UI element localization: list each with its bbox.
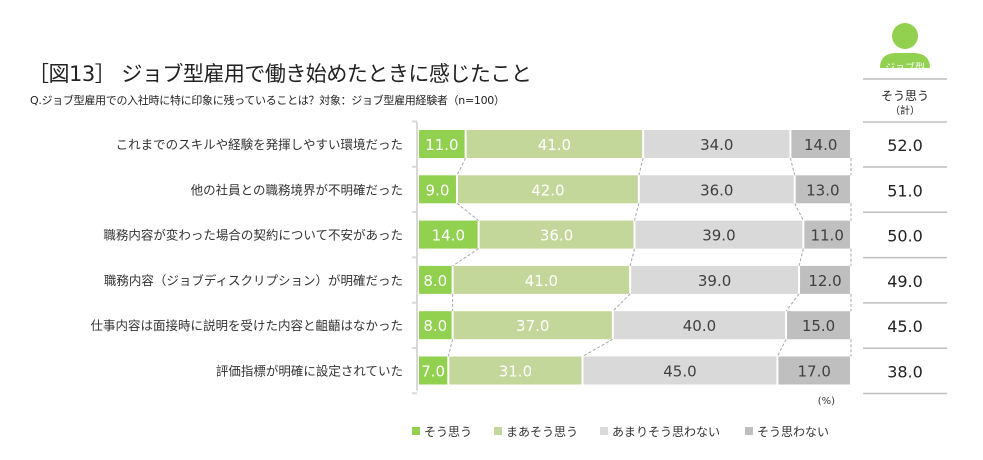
bar-segment — [453, 311, 612, 340]
data-label: 8.0 — [423, 317, 447, 335]
bar-segment — [419, 130, 465, 158]
series-connector-line — [629, 248, 635, 267]
category-label: 他の社員との職務境界が不明確だった — [191, 182, 403, 197]
person-badge-icon — [880, 23, 930, 68]
data-label: 14.0 — [804, 136, 837, 154]
category-label: 職務内容（ジョブディスクリプション）が明確だった — [104, 273, 403, 288]
bar-segment — [791, 130, 850, 158]
series-connector-line — [456, 157, 467, 176]
data-label: 31.0 — [499, 363, 532, 381]
data-label: 34.0 — [700, 136, 733, 154]
bar-segment — [466, 130, 643, 158]
unit-label: (%) — [818, 396, 835, 407]
total-header: そう思う — [881, 89, 929, 103]
series-connector-line — [798, 248, 804, 267]
bar-segment — [419, 220, 478, 249]
bar-segment — [804, 220, 850, 249]
legend-label: あまりそう思わない — [612, 425, 720, 439]
chart-title: ［図13］ ジョブ型雇用で働き始めたときに感じたこと — [28, 62, 532, 86]
legend-label: そう思う — [424, 425, 472, 439]
category-label: 仕事内容は面接時に説明を受けた内容と齟齬はなかった — [90, 318, 403, 333]
data-label: 36.0 — [700, 181, 733, 199]
legend-label: そう思わない — [757, 425, 829, 439]
series-connector-line — [794, 203, 804, 221]
bar-segment — [449, 356, 582, 385]
legend-label: まあそう思う — [506, 425, 578, 439]
series-connector-line — [582, 338, 614, 357]
bar-segment — [479, 220, 634, 249]
category-label: 評価指標が明確に設定されていた — [216, 364, 403, 379]
series-connector-line — [634, 203, 640, 221]
series-connector-line — [612, 293, 631, 312]
category-label: 職務内容が変わった場合の契約について不安があった — [103, 228, 403, 243]
bar-segment — [453, 265, 630, 294]
series-connector-line — [456, 202, 479, 221]
data-label: 45.0 — [663, 363, 696, 381]
total-value: 49.0 — [887, 272, 923, 291]
data-label: 41.0 — [538, 136, 571, 154]
badge-label: ジョブ型 — [885, 61, 925, 74]
total-value: 45.0 — [887, 317, 923, 336]
data-label: 11.0 — [810, 227, 843, 245]
series-connector-line — [789, 157, 796, 176]
bar-segment — [631, 265, 799, 294]
data-label: 39.0 — [702, 227, 735, 245]
bar-segment — [457, 175, 638, 204]
series-connector-line — [638, 157, 644, 176]
series-connector-line — [447, 339, 454, 357]
series-connector-line — [776, 338, 787, 357]
total-value: 52.0 — [887, 136, 923, 155]
legend-swatch — [745, 427, 753, 435]
data-label: 7.0 — [421, 363, 445, 381]
bar-segment — [639, 175, 794, 204]
total-value: 38.0 — [887, 363, 923, 382]
data-label: 11.0 — [425, 136, 458, 154]
category-label: これまでのスキルや経験を発揮しやすい環境だった — [116, 137, 403, 152]
series-connector-line — [452, 248, 479, 267]
bar-segment — [613, 311, 786, 340]
bar-segment — [778, 356, 850, 385]
legend-swatch — [412, 427, 420, 435]
series-connector-line — [785, 293, 800, 312]
legend-swatch — [600, 427, 608, 435]
bar-segment — [644, 130, 790, 158]
bar-segment — [795, 175, 850, 204]
bar-segment — [635, 220, 803, 249]
bar-segment — [800, 265, 850, 294]
bar-segment — [787, 311, 850, 340]
bar-segment — [419, 356, 448, 385]
data-label: 41.0 — [525, 272, 558, 290]
data-label: 13.0 — [806, 181, 839, 199]
data-label: 37.0 — [516, 317, 549, 335]
total-header-sub: （計） — [890, 104, 920, 117]
data-label: 9.0 — [426, 181, 450, 199]
data-label: 14.0 — [432, 227, 465, 245]
bar-segment — [583, 356, 777, 385]
data-label: 17.0 — [797, 363, 830, 381]
data-label: 39.0 — [698, 272, 731, 290]
total-value: 51.0 — [887, 181, 923, 200]
data-label: 36.0 — [540, 227, 573, 245]
legend-swatch — [494, 427, 502, 435]
total-value: 50.0 — [887, 227, 923, 246]
data-label: 40.0 — [683, 317, 716, 335]
data-label: 42.0 — [531, 181, 564, 199]
bar-segment — [419, 175, 456, 204]
chart-subtitle: Q.ジョブ型雇用での入社時に特に印象に残っていることは？対象：ジョブ型雇用経験者… — [30, 94, 505, 107]
bar-segment — [419, 265, 452, 294]
bar-segment — [419, 311, 452, 340]
data-label: 8.0 — [423, 272, 447, 290]
data-label: 15.0 — [802, 317, 835, 335]
data-label: 12.0 — [808, 272, 841, 290]
